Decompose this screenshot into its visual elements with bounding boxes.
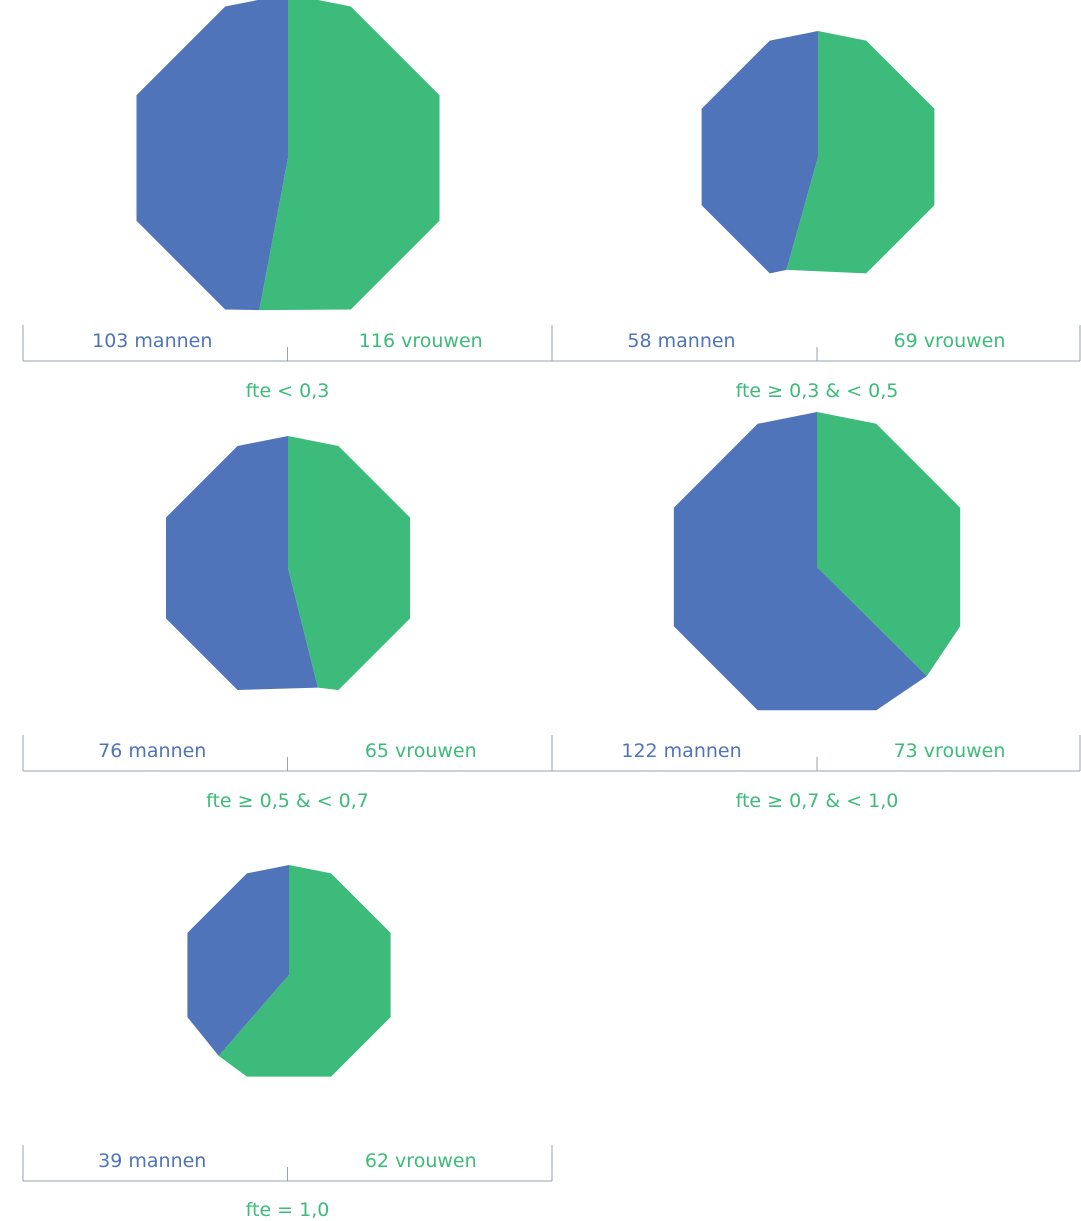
label-vrouwen: 65 vrouwen [365,740,477,762]
slice-mannen [673,412,927,711]
category-label: fte ≥ 0,3 & < 0,5 [736,380,899,402]
slice-mannen [701,31,818,274]
label-mannen: 58 mannen [627,330,735,352]
category-label: fte ≥ 0,5 & < 0,7 [206,790,369,812]
slice-mannen [136,0,288,311]
slice-vrouwen [786,31,935,274]
label-mannen: 76 mannen [98,740,206,762]
slice-vrouwen [259,0,440,311]
pie-panel: 39 mannen 62 vrouwen fte = 1,0 [22,865,553,1221]
label-mannen: 103 mannen [92,330,212,352]
label-vrouwen: 73 vrouwen [894,740,1006,762]
pie-panel: 76 mannen 65 vrouwen fte ≥ 0,5 & < 0,7 [22,436,553,812]
label-vrouwen: 69 vrouwen [894,330,1006,352]
slice-vrouwen [288,436,410,690]
slice-vrouwen [218,865,391,1077]
pie-panel: 122 mannen 73 vrouwen fte ≥ 0,7 & < 1,0 [551,412,1081,812]
label-vrouwen: 62 vrouwen [365,1150,477,1172]
pie-panel: 103 mannen 116 vrouwen fte < 0,3 [22,0,553,402]
label-mannen: 39 mannen [98,1150,206,1172]
category-label: fte = 1,0 [246,1199,330,1221]
slice-mannen [166,436,318,690]
slice-vrouwen [817,412,961,676]
category-label: fte < 0,3 [246,380,330,402]
pie-panel: 58 mannen 69 vrouwen fte ≥ 0,3 & < 0,5 [551,31,1081,402]
category-label: fte ≥ 0,7 & < 1,0 [736,790,899,812]
label-vrouwen: 116 vrouwen [359,330,483,352]
slice-mannen [187,865,289,1056]
label-mannen: 122 mannen [621,740,741,762]
